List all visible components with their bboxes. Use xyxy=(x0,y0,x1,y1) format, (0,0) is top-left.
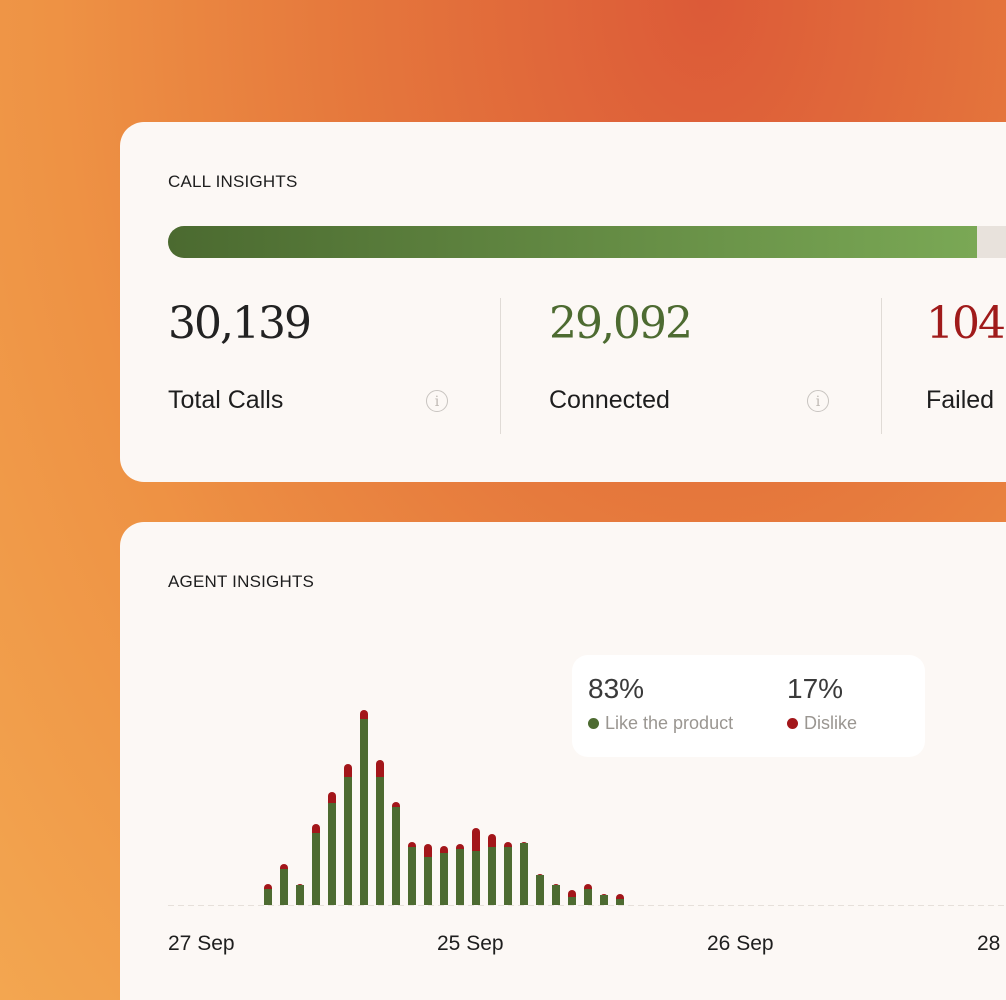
bar-like xyxy=(488,847,496,905)
bar-like xyxy=(472,851,480,905)
agent-insights-card: AGENT INSIGHTS 83% Like the product 17% … xyxy=(120,522,1006,1000)
legend-like: 83% Like the product xyxy=(588,673,733,734)
legend-percent: 17% xyxy=(787,673,844,704)
red-dot-icon xyxy=(787,718,798,729)
bar-like xyxy=(616,899,624,905)
bar-like xyxy=(328,803,336,905)
bar-like xyxy=(312,833,320,905)
legend-label: Dislike xyxy=(804,713,858,733)
progress-fill xyxy=(168,226,977,258)
feedback-bar-chart xyxy=(168,710,1006,906)
stat-value: 104 xyxy=(926,298,1006,349)
bar-like xyxy=(392,807,400,905)
info-icon[interactable]: i xyxy=(807,390,829,412)
bar-like xyxy=(424,857,432,905)
info-icon[interactable]: i xyxy=(426,390,448,412)
bar-like xyxy=(600,895,608,905)
legend-percent: 83% xyxy=(588,673,645,704)
call-insights-title: CALL INSIGHTS xyxy=(168,172,298,191)
x-tick-label: 28 xyxy=(977,932,1001,955)
stat-label: Connected xyxy=(549,386,670,414)
legend-label: Like the product xyxy=(605,713,734,733)
bar-like xyxy=(568,897,576,905)
bar-like xyxy=(536,875,544,905)
connected-progress-bar xyxy=(168,226,1006,258)
bar-like xyxy=(264,889,272,905)
bar-like xyxy=(376,777,384,905)
green-dot-icon xyxy=(588,718,599,729)
stat-label: Failed xyxy=(926,386,995,414)
bar-like xyxy=(344,777,352,905)
bar-like xyxy=(296,885,304,905)
bar-like xyxy=(440,853,448,905)
bar-like xyxy=(552,885,560,905)
bar-like xyxy=(584,889,592,905)
divider xyxy=(500,298,501,434)
x-tick-label: 25 Sep xyxy=(437,932,504,955)
x-tick-label: 27 Sep xyxy=(168,932,235,955)
stat-value: 30,139 xyxy=(168,298,312,349)
stat-value: 29,092 xyxy=(549,298,693,349)
bar-like xyxy=(504,847,512,905)
call-insights-card: CALL INSIGHTS 30,139 Total Calls i 29,09… xyxy=(120,122,1006,482)
stat-label: Total Calls xyxy=(168,386,284,414)
chart-legend: 83% Like the product 17% Dislike xyxy=(572,655,925,757)
x-tick-label: 26 Sep xyxy=(707,932,774,955)
stat-connected: 29,092 Connected i xyxy=(549,298,839,434)
agent-insights-title: AGENT INSIGHTS xyxy=(168,572,315,591)
stat-total-calls: 30,139 Total Calls i xyxy=(168,298,458,434)
bar-like xyxy=(408,847,416,905)
bar-like xyxy=(520,843,528,905)
legend-dislike: 17% Dislike xyxy=(787,673,857,734)
bar-like xyxy=(360,719,368,905)
stat-failed: 104 Failed xyxy=(926,298,1006,434)
divider xyxy=(881,298,882,434)
bar-like xyxy=(280,869,288,905)
bar-like xyxy=(456,849,464,905)
